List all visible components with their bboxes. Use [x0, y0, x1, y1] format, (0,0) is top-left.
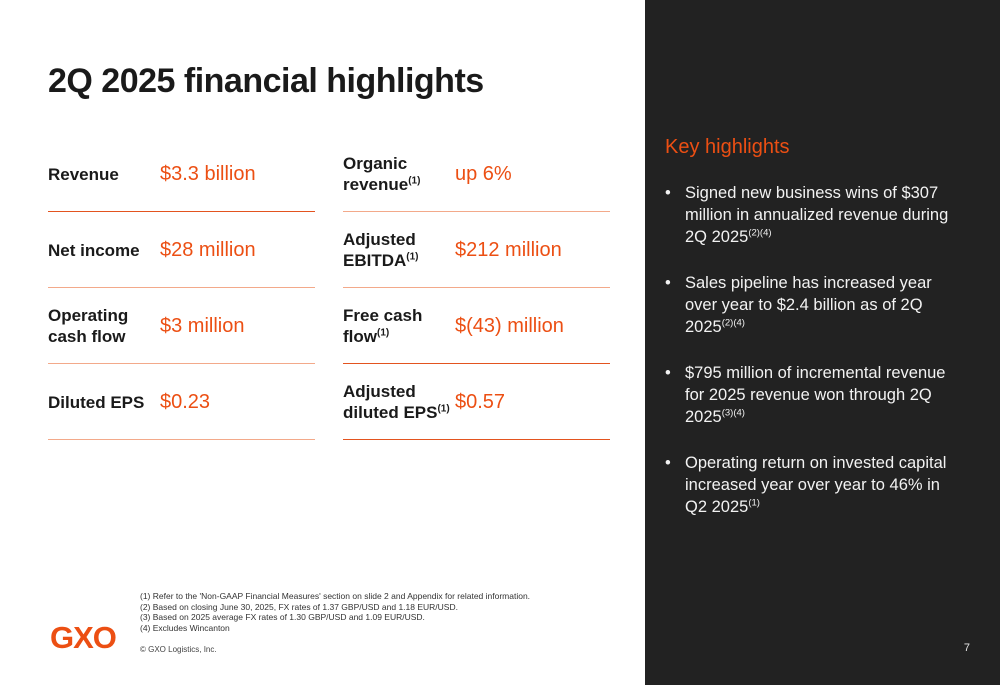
bullet-icon: •	[665, 454, 671, 472]
footnote-ref: (1)	[406, 251, 419, 263]
divider	[343, 287, 610, 288]
metric-value: $3.3 billion	[160, 162, 256, 185]
gxo-logo: GXO	[50, 620, 117, 655]
metric-value: $(43) million	[455, 314, 564, 337]
divider	[48, 439, 315, 440]
list-item: • Sales pipeline has increased year over …	[665, 274, 932, 336]
divider	[343, 438, 610, 440]
metric-value: $0.23	[160, 390, 211, 413]
footnote: (1) Refer to the 'Non-GAAP Financial Mea…	[140, 591, 531, 601]
footnotes: (1) Refer to the 'Non-GAAP Financial Mea…	[140, 591, 540, 633]
metric-label: Adjusted diluted EPS(1)	[343, 382, 450, 422]
key-highlights-panel: Key highlights • Signed new business wins…	[645, 0, 1000, 685]
metric-label: Diluted EPS	[48, 392, 145, 412]
divider	[48, 287, 315, 288]
metric-label: Adjusted EBITDA(1)	[343, 230, 419, 270]
metric-operating-cash-flow: Operating cash flow $3 million	[48, 288, 315, 364]
footnote-ref: (1)	[408, 175, 421, 187]
footnote-ref: (1)	[748, 497, 760, 509]
footnote: (3) Based on 2025 average FX rates of 1.…	[140, 612, 425, 622]
metric-label: Operating cash flow	[48, 306, 129, 346]
divider	[343, 362, 610, 364]
metric-value: up 6%	[455, 162, 512, 185]
metric-label: Net income	[48, 240, 140, 260]
metric-diluted-eps: Diluted EPS $0.23	[48, 364, 315, 440]
bullet-icon: •	[665, 364, 671, 382]
metric-value: $3 million	[160, 314, 245, 337]
divider	[343, 211, 610, 212]
list-item: • Operating return on invested capital in…	[665, 454, 947, 516]
footnote: (4) Excludes Wincanton	[140, 622, 230, 633]
metric-value: $28 million	[160, 238, 256, 261]
highlights-list: • Signed new business wins of $307 millio…	[665, 182, 965, 542]
metric-net-income: Net income $28 million	[48, 212, 315, 288]
metric-value: $212 million	[455, 238, 562, 261]
metric-value: $0.57	[455, 390, 506, 413]
metric-label: Free cash flow(1)	[343, 306, 423, 346]
footnote-ref: (1)	[377, 327, 390, 339]
metric-adjusted-ebitda: Adjusted EBITDA(1) $212 million	[343, 212, 610, 288]
metric-label: Organic revenue(1)	[343, 154, 421, 194]
divider	[48, 363, 315, 364]
page-title: 2Q 2025 financial highlights	[48, 62, 484, 100]
footnote-ref: (3)(4)	[721, 407, 745, 419]
footnote-ref: (1)	[437, 403, 450, 415]
page-number: 7	[963, 642, 970, 654]
bullet-icon: •	[665, 274, 671, 292]
footnote-ref: (2)(4)	[748, 227, 772, 239]
divider	[48, 210, 315, 212]
copyright: © GXO Logistics, Inc.	[140, 645, 217, 654]
bullet-icon: •	[665, 184, 671, 202]
list-item: • Signed new business wins of $307 millio…	[665, 184, 949, 246]
metric-adjusted-diluted-eps: Adjusted diluted EPS(1) $0.57	[343, 364, 610, 440]
metric-organic-revenue: Organic revenue(1) up 6%	[343, 136, 610, 212]
metric-label: Revenue	[48, 164, 119, 184]
panel-title: Key highlights	[665, 136, 790, 158]
footnote-ref: (2)(4)	[721, 317, 745, 329]
metric-revenue: Revenue $3.3 billion	[48, 136, 315, 212]
list-item: • $795 million of incremental revenue for…	[665, 364, 946, 426]
metric-free-cash-flow: Free cash flow(1) $(43) million	[343, 288, 610, 364]
footnote: (2) Based on closing June 30, 2025, FX r…	[140, 601, 458, 612]
